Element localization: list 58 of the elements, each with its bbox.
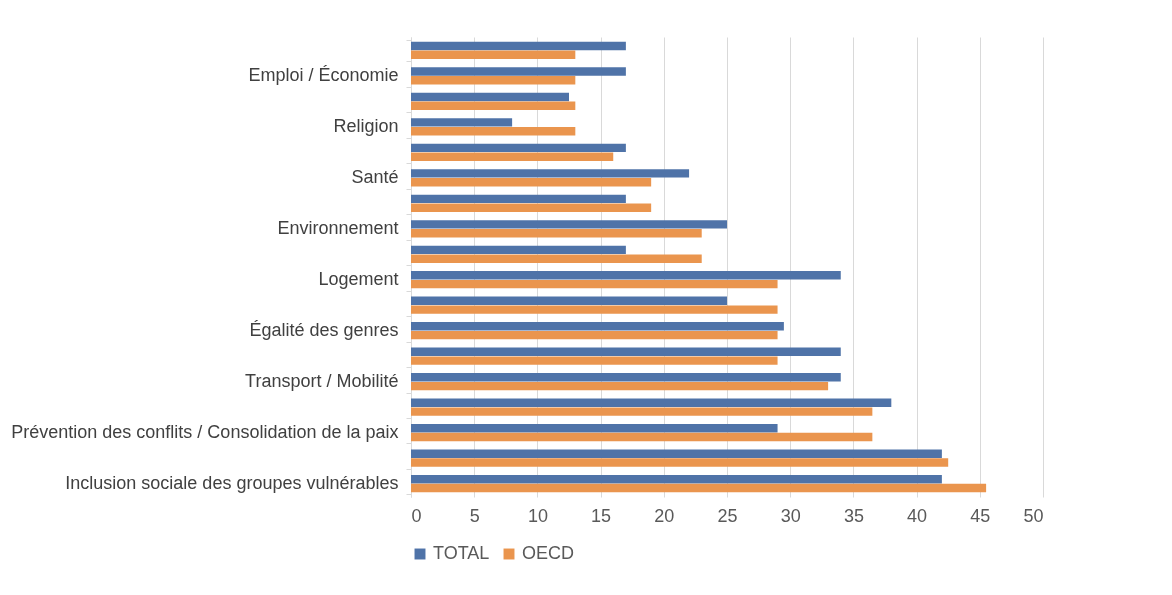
x-tick-label: 30 <box>780 505 801 526</box>
x-tick-label: 20 <box>654 505 675 526</box>
bar <box>411 483 987 493</box>
bar <box>411 101 576 110</box>
bar <box>411 373 841 382</box>
bar <box>411 228 702 238</box>
x-tick-label: 45 <box>970 505 991 526</box>
y-tick-label: Logement <box>318 269 399 290</box>
bar <box>411 245 626 255</box>
y-tick-label: Santé <box>351 167 399 188</box>
bar <box>411 169 690 178</box>
bar <box>411 67 626 76</box>
bar <box>411 127 576 136</box>
bar <box>411 194 626 204</box>
bar <box>411 432 873 442</box>
bar <box>411 322 784 331</box>
y-tick-label: Emploi / Économie <box>248 65 399 86</box>
y-tick-label: Inclusion sociale des groupes vulnérables <box>65 473 399 494</box>
bar <box>411 347 841 356</box>
legend-label: TOTAL <box>433 543 490 563</box>
y-tick-label: Prévention des conflits / Consolidation de la paix <box>11 422 399 443</box>
bar <box>411 41 626 51</box>
bar <box>411 381 829 391</box>
bar <box>411 356 778 365</box>
bar <box>411 271 841 280</box>
bar <box>411 76 576 85</box>
x-tick-label: 15 <box>591 505 612 526</box>
bar <box>411 424 778 433</box>
x-tick-label: 10 <box>527 505 548 526</box>
y-tick-label: Égalité des genres <box>249 320 399 341</box>
bar <box>411 398 892 407</box>
bar <box>411 178 652 187</box>
bar <box>411 279 778 289</box>
bar <box>411 254 702 263</box>
bar <box>411 143 626 153</box>
bar <box>411 458 949 467</box>
x-tick-label: 0 <box>411 505 422 526</box>
bar <box>411 296 727 306</box>
bar <box>411 50 576 59</box>
y-tick-label: Religion <box>333 116 399 137</box>
bar <box>411 152 614 161</box>
bar <box>411 305 778 314</box>
bar <box>411 407 873 416</box>
x-tick-label: 50 <box>1023 505 1044 526</box>
y-tick-label: Environnement <box>277 218 399 239</box>
y-tick-label: Transport / Mobilité <box>245 371 399 392</box>
x-tick-label: 25 <box>717 505 738 526</box>
bar <box>411 203 652 212</box>
bar <box>411 475 942 484</box>
bar <box>411 330 778 340</box>
legend-label: OECD <box>522 543 575 563</box>
bar <box>411 449 942 458</box>
bar <box>411 220 727 229</box>
x-tick-label: 35 <box>843 505 864 526</box>
bar <box>411 92 569 102</box>
x-tick-label: 40 <box>907 505 928 526</box>
x-tick-label: 5 <box>469 505 480 526</box>
bar <box>411 118 513 127</box>
